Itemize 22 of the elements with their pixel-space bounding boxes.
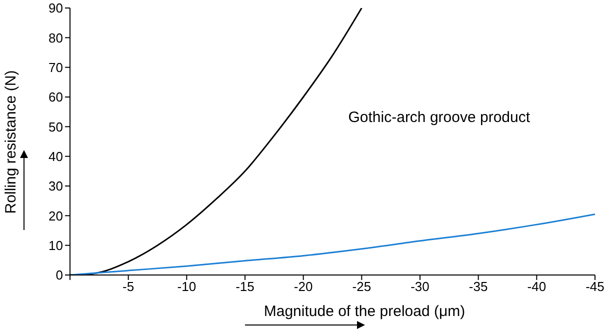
x-tick-label: -35 bbox=[468, 279, 488, 294]
x-tick-label: -25 bbox=[352, 279, 372, 294]
x-tick-label: -10 bbox=[177, 279, 196, 294]
y-tick-label: 0 bbox=[56, 268, 63, 283]
y-tick-label: 50 bbox=[48, 119, 63, 134]
y-tick-label: 40 bbox=[48, 148, 63, 164]
text: Gothic-arch groove product bbox=[348, 109, 530, 126]
x-tick-label: -45 bbox=[586, 279, 604, 294]
y-axis-title: Rolling resistance (N) bbox=[2, 70, 20, 214]
y-tick-label: 60 bbox=[48, 90, 63, 105]
x-axis-title: Magnitude of the preload (μm) bbox=[262, 303, 466, 320]
y-tick-label: 70 bbox=[48, 60, 63, 75]
x-tick-label: -5 bbox=[122, 279, 134, 294]
x-tick-label: -20 bbox=[294, 279, 313, 294]
y-tick-label: 30 bbox=[48, 178, 63, 194]
x-tick-label: -30 bbox=[410, 279, 430, 294]
y-tick-label: 10 bbox=[48, 238, 63, 253]
y-tick-label: 80 bbox=[48, 30, 63, 46]
y-tick-label: 90 bbox=[48, 0, 63, 16]
x-tick-label: -15 bbox=[236, 279, 254, 294]
x-tick-label: -40 bbox=[527, 279, 546, 294]
y-tick-label: 20 bbox=[48, 208, 63, 224]
